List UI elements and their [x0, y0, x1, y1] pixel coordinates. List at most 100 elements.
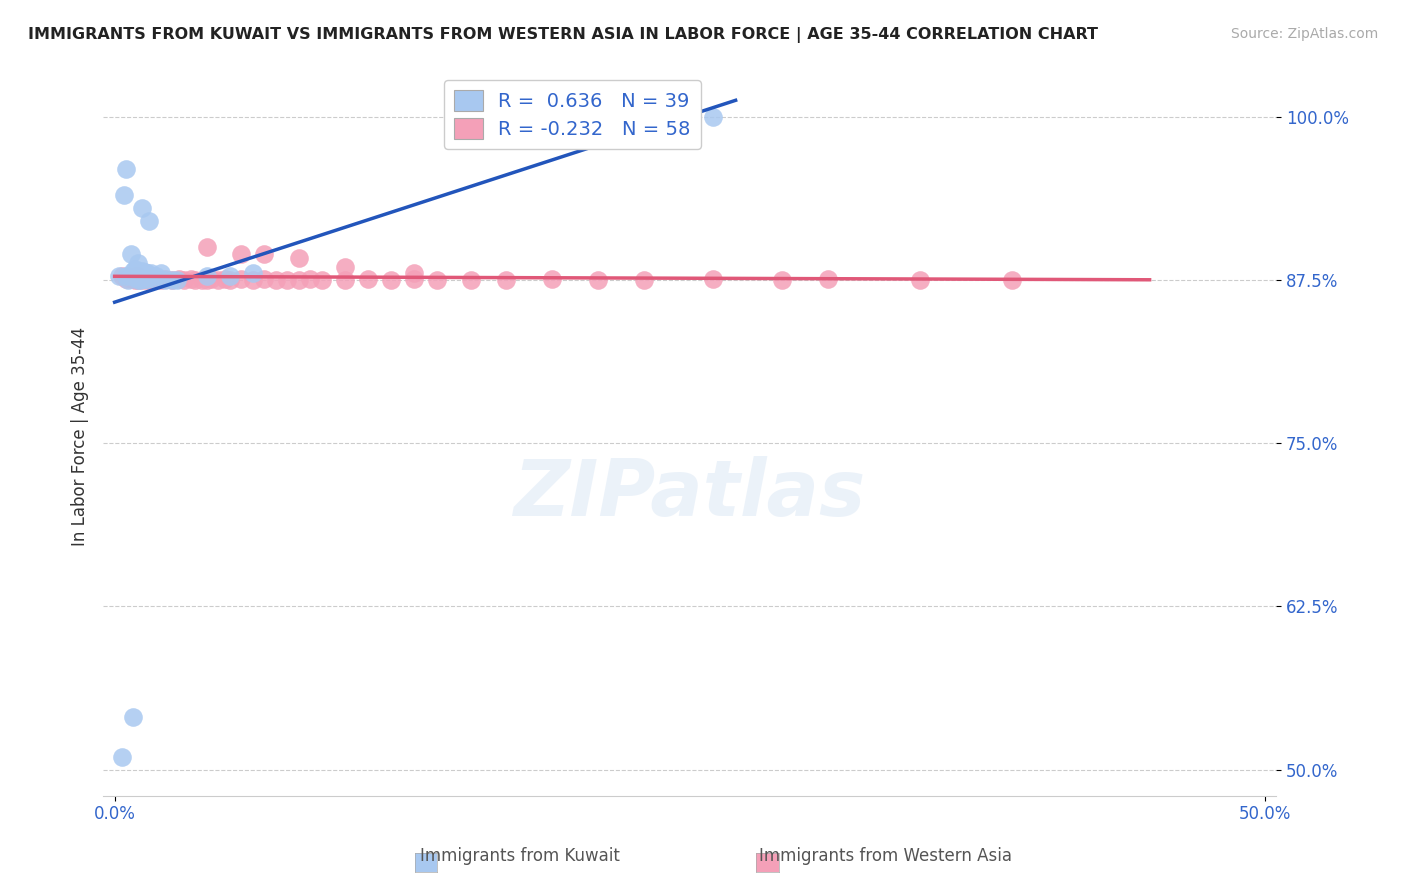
Point	[229, 246, 252, 260]
Point	[127, 273, 149, 287]
Point	[138, 214, 160, 228]
Point	[276, 273, 298, 287]
Point	[333, 260, 356, 274]
Point	[129, 271, 152, 285]
Point	[141, 266, 163, 280]
Point	[115, 268, 138, 283]
Point	[141, 271, 163, 285]
Point	[311, 273, 333, 287]
Point	[135, 266, 157, 280]
Point	[218, 268, 240, 283]
Point	[124, 273, 146, 287]
Point	[131, 201, 153, 215]
Point	[195, 273, 218, 287]
Text: Immigrants from Western Asia: Immigrants from Western Asia	[759, 847, 1012, 864]
Text: Immigrants from Kuwait: Immigrants from Kuwait	[420, 847, 620, 864]
Point	[134, 271, 156, 285]
Point	[184, 273, 207, 287]
Point	[380, 273, 402, 287]
Point	[138, 271, 160, 285]
Point	[155, 273, 177, 287]
Point	[817, 271, 839, 285]
Point	[120, 246, 142, 260]
Point	[1000, 273, 1022, 287]
Text: Source: ZipAtlas.com: Source: ZipAtlas.com	[1230, 27, 1378, 41]
Point	[115, 161, 138, 176]
Point	[124, 268, 146, 283]
Point	[426, 273, 449, 287]
Point	[134, 271, 156, 285]
Point	[112, 188, 135, 202]
Point	[131, 271, 153, 285]
Point	[180, 271, 202, 285]
Point	[167, 271, 190, 285]
Point	[460, 273, 482, 287]
Point	[145, 271, 167, 285]
Text: ZIPatlas: ZIPatlas	[513, 456, 866, 532]
Point	[122, 271, 145, 285]
Legend: R =  0.636   N = 39, R = -0.232   N = 58: R = 0.636 N = 39, R = -0.232 N = 58	[444, 80, 700, 149]
Y-axis label: In Labor Force | Age 35-44: In Labor Force | Age 35-44	[72, 327, 89, 546]
Point	[122, 710, 145, 724]
Point	[207, 273, 229, 287]
Point	[166, 273, 188, 287]
Point	[160, 273, 183, 287]
Point	[122, 268, 145, 283]
Point	[702, 110, 724, 124]
Point	[135, 271, 157, 285]
Point	[191, 273, 214, 287]
Point	[131, 273, 153, 287]
Point	[200, 271, 222, 285]
Point	[124, 262, 146, 277]
Point	[540, 271, 562, 285]
Point	[356, 271, 378, 285]
Point	[149, 266, 172, 280]
Point	[264, 273, 287, 287]
Point	[108, 268, 131, 283]
Point	[110, 268, 132, 283]
Point	[149, 273, 172, 287]
Point	[253, 246, 276, 260]
Point	[129, 266, 152, 280]
Point	[134, 265, 156, 279]
Point	[287, 273, 309, 287]
Point	[117, 273, 139, 287]
Point	[242, 266, 264, 280]
Point	[120, 271, 142, 285]
Point	[115, 271, 138, 285]
Point	[127, 256, 149, 270]
Point	[333, 273, 356, 287]
Point	[131, 264, 153, 278]
Point	[495, 273, 517, 287]
Point	[129, 273, 152, 287]
Point	[770, 273, 793, 287]
Point	[124, 268, 146, 283]
Point	[127, 268, 149, 283]
Point	[299, 271, 322, 285]
Point	[120, 268, 142, 283]
Point	[195, 268, 218, 283]
Point	[173, 273, 195, 287]
Point	[142, 271, 165, 285]
Point	[122, 264, 145, 278]
Point	[195, 240, 218, 254]
Point	[229, 271, 252, 285]
Point	[127, 268, 149, 283]
Point	[138, 268, 160, 283]
Text: IMMIGRANTS FROM KUWAIT VS IMMIGRANTS FROM WESTERN ASIA IN LABOR FORCE | AGE 35-4: IMMIGRANTS FROM KUWAIT VS IMMIGRANTS FRO…	[28, 27, 1098, 43]
Point	[160, 273, 183, 287]
Point	[242, 273, 264, 287]
Point	[287, 251, 309, 265]
Point	[127, 273, 149, 287]
Point	[702, 271, 724, 285]
Point	[402, 266, 425, 280]
Point	[145, 268, 167, 283]
Point	[214, 271, 236, 285]
Point	[110, 749, 132, 764]
Point	[633, 273, 655, 287]
Point	[155, 271, 177, 285]
Point	[135, 273, 157, 287]
Point	[218, 273, 240, 287]
Point	[908, 273, 931, 287]
Point	[586, 273, 609, 287]
